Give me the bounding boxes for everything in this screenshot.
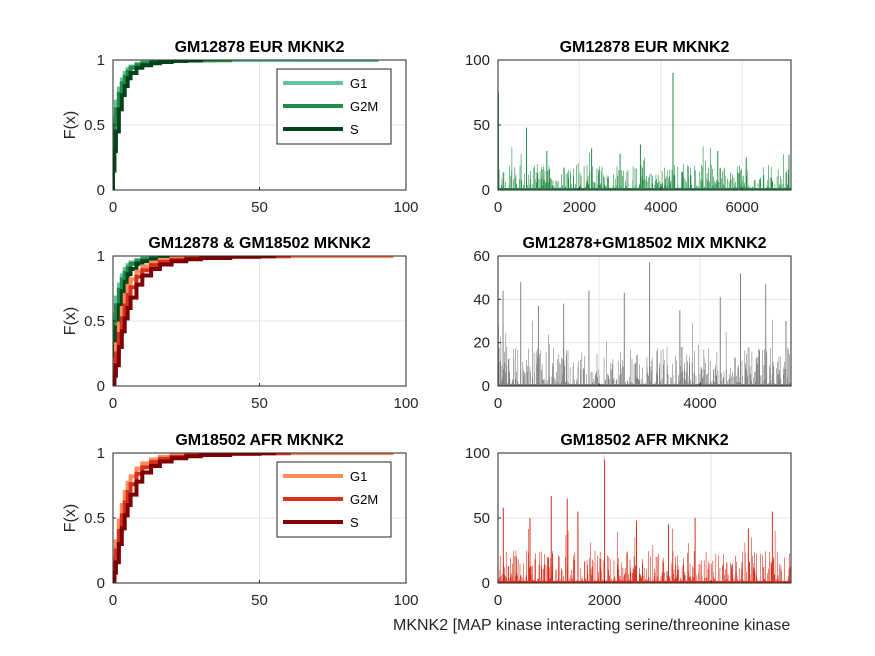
chart-panel-1: 0 50 100 0 0.5 1 GM12878 EUR MKNK2 F(x) G1 G2M S [62, 39, 419, 216]
x-tick-label: 2000 [582, 395, 615, 412]
data-layer [498, 459, 791, 583]
y-tick-label: 1 [97, 445, 105, 462]
x-tick-label: 50 [251, 395, 268, 412]
x-tick-label: 4000 [683, 395, 716, 412]
y-tick-label: 0.5 [84, 313, 105, 330]
legend-label: G1 [350, 76, 367, 91]
x-tick-label: 2000 [563, 199, 596, 216]
y-tick-label: 0 [482, 378, 490, 395]
y-tick-label: 0 [97, 182, 105, 199]
x-tick-label: 50 [251, 199, 268, 216]
x-tick-label: 0 [494, 395, 502, 412]
x-tick-label: 100 [393, 199, 418, 216]
chart-panel-5: 0 50 100 0 0.5 1 GM18502 AFR MKNK2 F(x) G1 G2M S [62, 432, 419, 609]
y-tick-label: 60 [473, 248, 490, 265]
y-tick-label: 0.5 [84, 510, 105, 527]
chart-title: GM18502 AFR MKNK2 [560, 432, 728, 449]
chart-title: GM12878+GM18502 MIX MKNK2 [522, 235, 766, 252]
data-layer [498, 73, 791, 190]
y-tick-label: 100 [465, 445, 490, 462]
y-axis-label: F(x) [62, 504, 79, 532]
x-tick-label: 100 [393, 592, 418, 609]
chart-panel-4: 0 2000 4000 0 20 40 60 GM12878+GM18502 MIX MKNK… [473, 235, 792, 412]
y-tick-label: 20 [473, 335, 490, 352]
x-tick-label: 6000 [725, 199, 758, 216]
legend-label: G1 [350, 469, 367, 484]
y-tick-label: 50 [473, 117, 490, 134]
data-layer [498, 262, 791, 386]
chart-title: GM12878 EUR MKNK2 [560, 39, 730, 56]
y-tick-label: 50 [473, 510, 490, 527]
y-tick-label: 0 [482, 182, 490, 199]
chart-panel-3: 0 50 100 0 0.5 1 GM12878 & GM18502 MKNK2 F(x) [62, 235, 419, 412]
y-tick-label: 0 [97, 378, 105, 395]
y-tick-label: 0 [482, 575, 490, 592]
x-tick-label: 4000 [694, 592, 727, 609]
x-tick-label: 0 [109, 592, 117, 609]
legend: G1 G2M S [276, 461, 392, 538]
chart-title: GM12878 EUR MKNK2 [175, 39, 345, 56]
x-tick-label: 0 [109, 199, 117, 216]
y-tick-label: 1 [97, 248, 105, 265]
x-tick-label: 50 [251, 592, 268, 609]
axes-box [497, 255, 792, 387]
chart-panel-6: 0 2000 4000 0 50 100 GM18502 AFR MKNK2 [465, 432, 792, 609]
chart-title: GM18502 AFR MKNK2 [175, 432, 343, 449]
y-tick-label: 1 [97, 52, 105, 69]
x-tick-label: 0 [109, 395, 117, 412]
x-tick-label: 4000 [644, 199, 677, 216]
x-tick-label: 0 [494, 199, 502, 216]
y-axis-label: F(x) [62, 111, 79, 139]
legend-label: S [350, 122, 359, 137]
ecdf-line-3 [113, 60, 203, 190]
x-tick-label: 100 [393, 395, 418, 412]
ecdf-line-6 [113, 256, 277, 386]
legend: G1 G2M S [276, 68, 392, 145]
x-tick-label: 0 [494, 592, 502, 609]
chart-title: GM12878 & GM18502 MKNK2 [148, 235, 370, 252]
y-tick-label: 0 [97, 575, 105, 592]
legend-label: G2M [350, 492, 378, 507]
legend-label: G2M [350, 99, 378, 114]
chart-panel-2: 0 2000 4000 6000 0 50 100 GM12878 EUR MKNK2 [465, 39, 792, 216]
legend-label: S [350, 515, 359, 530]
ecdf-line-3 [113, 453, 277, 583]
x-tick-label: 2000 [588, 592, 621, 609]
y-axis-label: F(x) [62, 307, 79, 335]
y-tick-label: 0.5 [84, 117, 105, 134]
y-tick-label: 100 [465, 52, 490, 69]
y-tick-label: 40 [473, 291, 490, 308]
figure-xlabel: MKNK2 [MAP kinase interacting serine/thr… [393, 617, 790, 634]
